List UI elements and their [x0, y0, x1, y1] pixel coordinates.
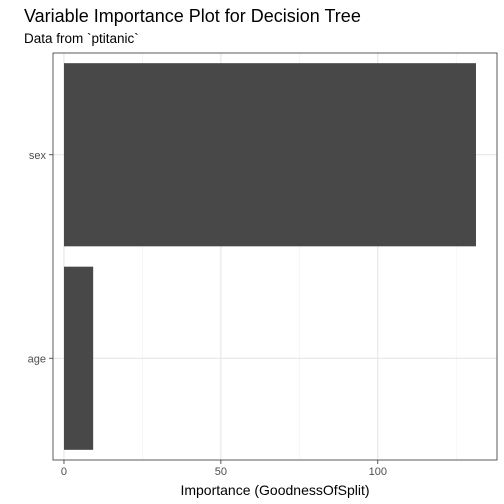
bar-sex	[63, 63, 476, 247]
plot-panel-border	[52, 52, 498, 461]
x-tick-label: 0	[61, 466, 67, 478]
x-tick-label: 50	[215, 466, 227, 478]
axes: 0 50 100 sex age	[28, 150, 387, 478]
x-tick-label: 100	[369, 466, 387, 478]
chart-subtitle: Data from `ptitanic`	[24, 31, 139, 46]
chart-title: Variable Importance Plot for Decision Tr…	[24, 6, 361, 26]
bars	[63, 63, 476, 450]
x-axis-title: Importance (GoodnessOfSplit)	[180, 482, 369, 498]
bar-age	[63, 266, 94, 450]
y-tick-label-sex: sex	[29, 150, 47, 162]
y-tick-label-age: age	[28, 353, 46, 365]
